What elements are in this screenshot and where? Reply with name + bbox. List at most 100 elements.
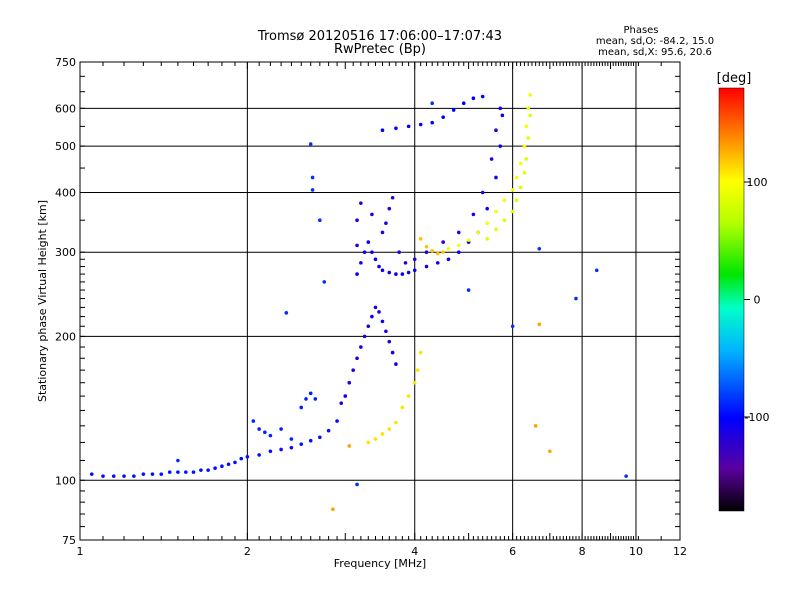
colorbar-tick-label: -100 [745, 411, 770, 424]
data-point [176, 458, 180, 463]
data-point [400, 272, 405, 276]
data-point [394, 420, 398, 425]
data-point [480, 190, 485, 195]
data-point [466, 288, 471, 292]
data-point [355, 272, 359, 276]
data-point [380, 128, 385, 132]
data-point [101, 474, 105, 478]
data-point [390, 195, 395, 200]
data-point [377, 310, 381, 314]
data-point [430, 120, 434, 125]
data-point [624, 474, 628, 478]
x-axis-label: Frequency [MHz] [334, 557, 426, 570]
data-point [403, 261, 408, 265]
data-point [322, 280, 327, 284]
data-point [122, 474, 126, 478]
y-tick-label: 300 [55, 246, 76, 259]
data-point [430, 101, 434, 105]
data-point [451, 108, 456, 112]
data-point [446, 257, 451, 262]
data-point [206, 468, 210, 472]
data-point [471, 96, 476, 100]
data-point [279, 427, 283, 431]
data-point [537, 322, 542, 327]
data-point [387, 206, 392, 211]
y-axis-label: Stationary phase Virtual Height [km] [36, 200, 49, 402]
data-point [390, 350, 395, 355]
data-point [362, 250, 367, 255]
data-point [424, 264, 429, 269]
data-point [524, 124, 529, 129]
data-point [233, 460, 237, 465]
data-point [299, 405, 304, 410]
data-point [380, 432, 385, 436]
data-point [461, 101, 466, 105]
data-point [510, 324, 515, 329]
data-point [528, 93, 532, 97]
colorbar-label: [deg] [717, 71, 752, 86]
y-tick-label: 200 [55, 330, 76, 343]
data-point [268, 433, 273, 438]
data-point [466, 238, 471, 242]
data-point [412, 257, 417, 262]
data-point [533, 424, 538, 428]
data-point [471, 212, 476, 217]
data-point [355, 482, 359, 487]
data-point [441, 240, 445, 244]
data-point [489, 157, 494, 161]
data-point [310, 188, 315, 192]
data-point [384, 221, 388, 226]
data-point [355, 243, 359, 248]
data-point [159, 472, 164, 476]
data-point [366, 240, 371, 244]
data-point [343, 394, 348, 398]
data-point [406, 394, 411, 398]
data-point [251, 419, 256, 423]
y-tick-label: 500 [55, 140, 76, 153]
data-points [89, 93, 628, 511]
data-point [500, 113, 505, 118]
data-point [359, 345, 363, 349]
data-point [476, 230, 480, 235]
data-point [308, 391, 313, 396]
data-point [257, 427, 261, 431]
data-point [279, 447, 283, 452]
data-point [239, 456, 244, 461]
colorbar-tick-label: 100 [747, 176, 768, 189]
data-point [412, 268, 417, 273]
grid-lines [80, 62, 680, 540]
x-tick-label: 10 [629, 545, 643, 558]
data-point [418, 350, 423, 355]
data-point [387, 270, 392, 275]
stats-heading: Phases [623, 25, 658, 36]
data-point [510, 209, 515, 214]
data-point [141, 472, 146, 476]
x-tick-label: 8 [579, 545, 586, 558]
data-point [384, 329, 388, 334]
chart-subtitle: RwPretec (Bp) [334, 42, 426, 57]
data-point [310, 175, 315, 180]
data-point [220, 464, 224, 469]
data-point [494, 209, 498, 214]
data-point [446, 246, 451, 251]
data-point [263, 430, 267, 435]
y-tick-label: 75 [62, 534, 76, 547]
data-point [335, 419, 339, 423]
data-point [313, 397, 318, 401]
data-point [498, 106, 503, 111]
data-point [430, 249, 434, 253]
data-point [191, 470, 196, 474]
data-point [394, 126, 398, 131]
data-point [184, 470, 188, 474]
x-tick-label: 1 [77, 545, 84, 558]
data-point [370, 314, 374, 319]
data-point [400, 405, 405, 410]
data-point [502, 198, 507, 203]
data-point [351, 368, 355, 372]
data-point [226, 462, 231, 467]
plot-area [80, 62, 680, 540]
data-point [373, 437, 378, 441]
data-point [167, 470, 172, 474]
data-point [435, 261, 440, 265]
data-point [387, 427, 392, 431]
